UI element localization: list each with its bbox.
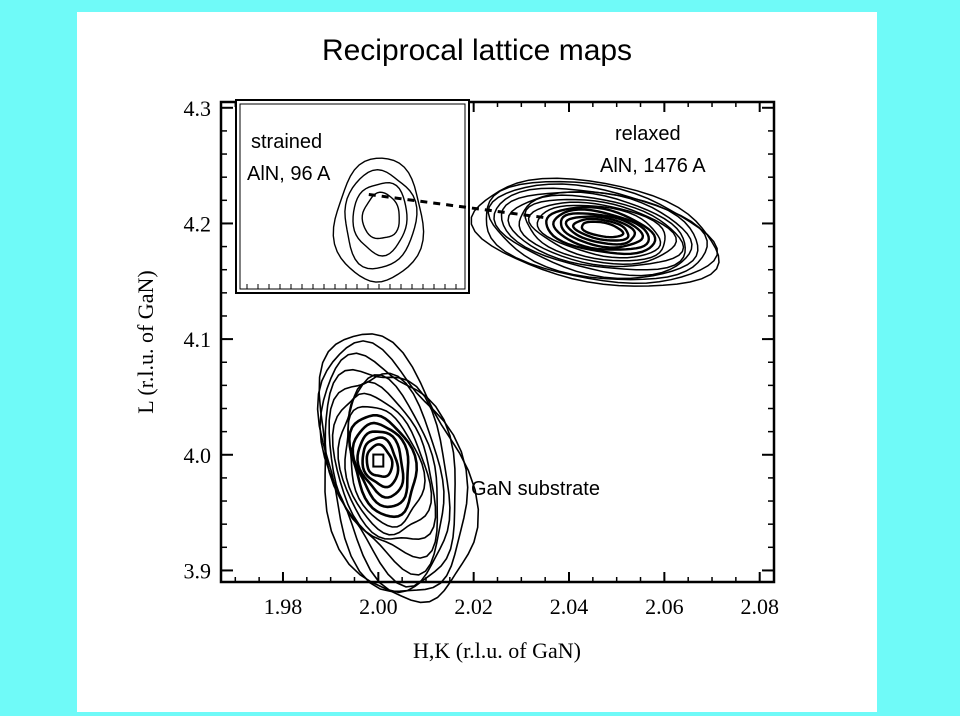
strained-inset: strained AlN, 96 A — [235, 99, 470, 294]
aln-contour — [493, 187, 699, 280]
gan-substrate-contours — [316, 333, 480, 604]
strained-contour — [332, 157, 425, 283]
gan-contour — [361, 436, 400, 489]
y-tick-label: 3.9 — [184, 558, 212, 583]
aln-contour — [527, 201, 666, 262]
x-tick-label: 2.08 — [740, 594, 779, 619]
gan-contour — [347, 405, 426, 528]
slide-panel: Reciprocal lattice maps 1.98 2.00 2.02 2.04… — [77, 12, 877, 712]
y-tick-label: 4.1 — [184, 327, 212, 352]
gan-contour — [328, 372, 445, 576]
gan-contour — [347, 414, 419, 519]
contour-plot: 1.98 2.00 2.02 2.04 2.06 2.08 3.9 4.0 4.1 4.2 4.3… — [133, 96, 779, 663]
gan-contour — [319, 352, 456, 594]
gan-contour — [318, 333, 480, 604]
gan-contour — [365, 443, 394, 479]
x-tick-label: 2.04 — [550, 594, 589, 619]
x-tick-label: 2.00 — [359, 594, 398, 619]
x-tick-label: 2.02 — [454, 594, 493, 619]
inset-label-line1: strained — [251, 131, 322, 153]
slide-title: Reciprocal lattice maps — [321, 34, 633, 67]
inset-label-line2: AlN, 96 A — [247, 163, 331, 185]
aln-contour — [524, 198, 678, 266]
relaxed-label-line1: relaxed — [615, 123, 681, 145]
strained-aln-contours — [332, 157, 425, 283]
x-tick-labels: 1.98 2.00 2.02 2.04 2.06 2.08 — [264, 594, 779, 619]
aln-contour — [536, 204, 662, 259]
gan-contour — [331, 374, 439, 559]
gan-contour — [337, 380, 437, 541]
aln-contour — [552, 208, 651, 251]
relaxed-aln-contours — [470, 177, 720, 287]
aln-contour — [518, 194, 685, 268]
x-tick-label: 2.06 — [645, 594, 684, 619]
aln-contour — [545, 206, 657, 256]
x-tick-label: 1.98 — [264, 594, 303, 619]
y-tick-label: 4.3 — [184, 96, 212, 121]
gan-peak-marker — [372, 453, 385, 468]
gan-substrate-label: GaN substrate — [471, 478, 600, 500]
strained-contour — [352, 181, 408, 257]
gan-contour — [351, 421, 410, 509]
dashed-connector-line — [368, 193, 546, 220]
gan-contour — [324, 368, 451, 588]
y-tick-label: 4.0 — [184, 443, 212, 468]
x-axis-label: H,K (r.l.u. of GaN) — [413, 638, 581, 663]
aln-contour — [500, 191, 693, 277]
aln-contour — [507, 191, 686, 271]
aln-contour — [559, 212, 645, 249]
gan-contour — [344, 392, 433, 536]
aln-contour — [470, 177, 720, 287]
y-axis-label: L (r.l.u. of GaN) — [133, 270, 158, 413]
strained-contour — [361, 191, 400, 240]
gan-contour — [356, 430, 405, 499]
y-tick-labels: 3.9 4.0 4.1 4.2 4.3 — [184, 96, 212, 584]
aln-contour — [485, 180, 718, 285]
strained-contour — [344, 168, 418, 270]
aln-contour — [580, 220, 625, 239]
axis-ticks — [221, 102, 774, 582]
inset-axis-ticks — [246, 284, 457, 289]
y-tick-label: 4.2 — [184, 211, 212, 236]
aln-contour — [571, 217, 630, 242]
relaxed-label-line2: AlN, 1476 A — [600, 155, 706, 177]
aln-contour — [564, 215, 637, 246]
